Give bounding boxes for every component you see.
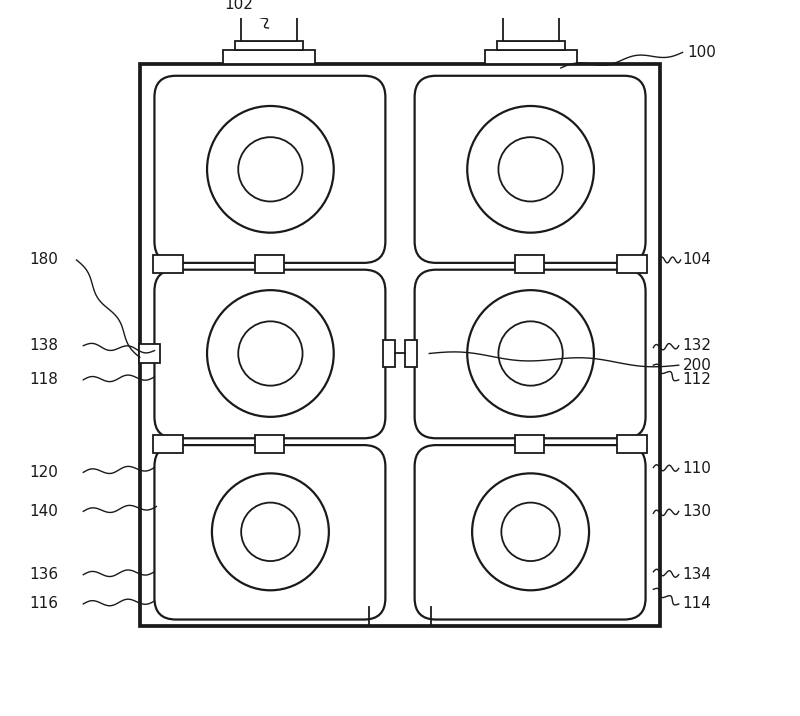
Circle shape xyxy=(238,321,302,386)
Text: 136: 136 xyxy=(30,567,59,582)
Circle shape xyxy=(467,290,594,417)
Text: 140: 140 xyxy=(30,504,58,519)
Bar xyxy=(383,340,395,367)
Circle shape xyxy=(467,106,594,233)
Bar xyxy=(140,64,660,627)
Text: 100: 100 xyxy=(687,45,716,60)
FancyBboxPatch shape xyxy=(414,76,646,263)
Circle shape xyxy=(207,106,334,233)
FancyBboxPatch shape xyxy=(154,76,386,263)
Bar xyxy=(154,435,182,453)
Bar xyxy=(139,344,160,363)
Bar xyxy=(618,255,646,273)
Circle shape xyxy=(207,290,334,417)
Bar xyxy=(222,50,315,64)
Circle shape xyxy=(502,503,560,561)
Text: 104: 104 xyxy=(682,253,711,268)
FancyBboxPatch shape xyxy=(414,270,646,438)
Bar xyxy=(154,255,182,273)
Circle shape xyxy=(498,137,562,201)
Text: 130: 130 xyxy=(682,504,711,519)
Text: 118: 118 xyxy=(30,372,58,387)
Circle shape xyxy=(212,473,329,590)
Bar xyxy=(498,41,565,50)
Text: 110: 110 xyxy=(682,461,711,476)
Text: 102: 102 xyxy=(225,0,254,12)
Bar xyxy=(618,435,646,453)
Circle shape xyxy=(241,503,300,561)
Text: 116: 116 xyxy=(30,596,58,611)
FancyBboxPatch shape xyxy=(154,445,386,619)
Circle shape xyxy=(498,321,562,386)
Bar xyxy=(515,255,544,273)
Bar xyxy=(503,4,559,41)
Text: 180: 180 xyxy=(30,253,58,268)
Text: 114: 114 xyxy=(682,596,711,611)
FancyBboxPatch shape xyxy=(414,445,646,619)
Bar xyxy=(241,4,297,41)
Text: 200: 200 xyxy=(682,358,711,373)
Text: 132: 132 xyxy=(682,338,711,353)
Bar xyxy=(235,41,302,50)
Text: 112: 112 xyxy=(682,372,711,387)
Bar xyxy=(255,255,284,273)
Bar xyxy=(515,435,544,453)
Bar xyxy=(485,50,578,64)
Text: 138: 138 xyxy=(30,338,58,353)
Bar xyxy=(255,435,284,453)
FancyBboxPatch shape xyxy=(154,270,386,438)
Circle shape xyxy=(238,137,302,201)
Text: 120: 120 xyxy=(30,465,58,480)
Circle shape xyxy=(472,473,589,590)
Text: 134: 134 xyxy=(682,567,711,582)
Bar xyxy=(405,340,417,367)
